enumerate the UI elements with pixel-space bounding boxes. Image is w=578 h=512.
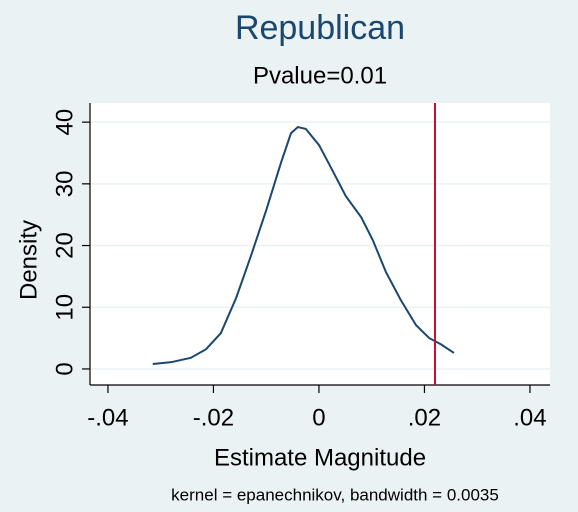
y-tick-label: 40 bbox=[51, 109, 78, 136]
x-tick-label: -.04 bbox=[87, 404, 128, 431]
y-tick-label: 10 bbox=[51, 294, 78, 321]
y-tick-label: 0 bbox=[51, 362, 78, 375]
y-tick-label: 20 bbox=[51, 232, 78, 259]
x-tick-label: .04 bbox=[513, 404, 546, 431]
chart-title: Republican bbox=[235, 9, 405, 47]
y-tick-label: 30 bbox=[51, 170, 78, 197]
plot-area bbox=[90, 103, 550, 385]
y-axis-label: Density bbox=[15, 220, 42, 300]
x-tick-label: 0 bbox=[312, 404, 325, 431]
x-axis-label: Estimate Magnitude bbox=[214, 444, 426, 471]
chart-subtitle: Pvalue=0.01 bbox=[253, 62, 387, 89]
x-tick-label: -.02 bbox=[193, 404, 234, 431]
note: kernel = epanechnikov, bandwidth = 0.003… bbox=[171, 485, 499, 504]
density-line bbox=[152, 125, 455, 366]
x-tick-label: .02 bbox=[408, 404, 441, 431]
